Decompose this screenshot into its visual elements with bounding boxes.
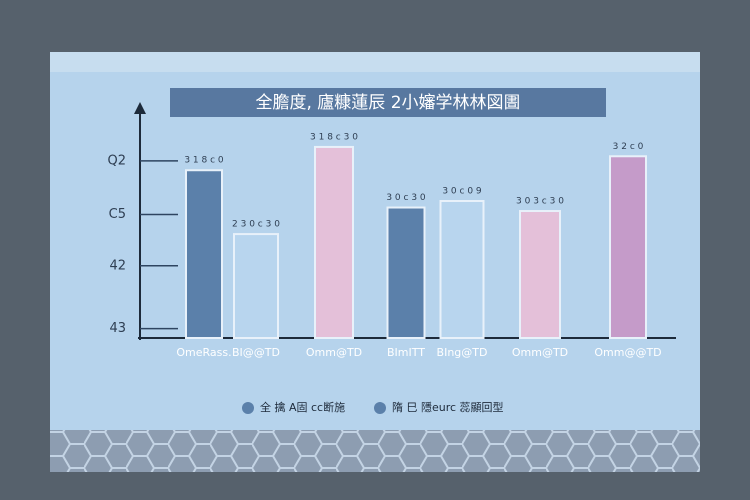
bar (314, 145, 354, 339)
bar (609, 155, 647, 339)
panel (50, 52, 700, 472)
bar-label: 2 3 0 c 3 0 (232, 220, 280, 230)
bar (519, 210, 561, 339)
bar-label: 3 1 8 c 0 (184, 156, 224, 166)
y-axis-arrow (134, 102, 146, 114)
x-tick-label: BIng@TD (437, 346, 488, 359)
legend-label: 全 擒 A固 cc断施 (260, 400, 345, 414)
y-tick-label: 42 (109, 258, 126, 273)
bar (185, 169, 223, 339)
title-bar (170, 88, 606, 117)
y-tick-label: Q2 (107, 153, 126, 168)
bar-label: 3 0 c 0 9 (442, 186, 482, 196)
bar-label: 3 2 c 0 (613, 142, 644, 152)
x-tick-label: Omm@TD (512, 346, 568, 359)
x-tick-label: Omm@TD (306, 346, 362, 359)
x-tick-label: BI@@TD (232, 346, 280, 359)
x-tick-label: BImITT (387, 346, 425, 359)
panel-header (50, 52, 700, 72)
y-tick-label: C5 (109, 207, 126, 222)
legend-label: 隋 巳 隱eurc 蕊顯回型 (392, 400, 504, 414)
bar (386, 206, 426, 339)
chart-title: 全膽度, 廬糠蓮辰 2小嬸学林林図圕 (255, 92, 520, 113)
x-tick-label: OmeRass. (176, 346, 231, 359)
bar-label: 3 0 3 c 3 0 (516, 197, 564, 207)
legend-swatch (374, 402, 386, 414)
hex-pattern (50, 430, 700, 472)
bar-label: 3 1 8 c 3 0 (310, 132, 358, 142)
bar (439, 199, 485, 339)
x-tick-label: Omm@@TD (594, 346, 661, 359)
y-tick-label: 43 (109, 321, 126, 336)
bar-label: 3 0 c 3 0 (386, 193, 426, 203)
bar (233, 233, 279, 339)
legend-swatch (242, 402, 254, 414)
